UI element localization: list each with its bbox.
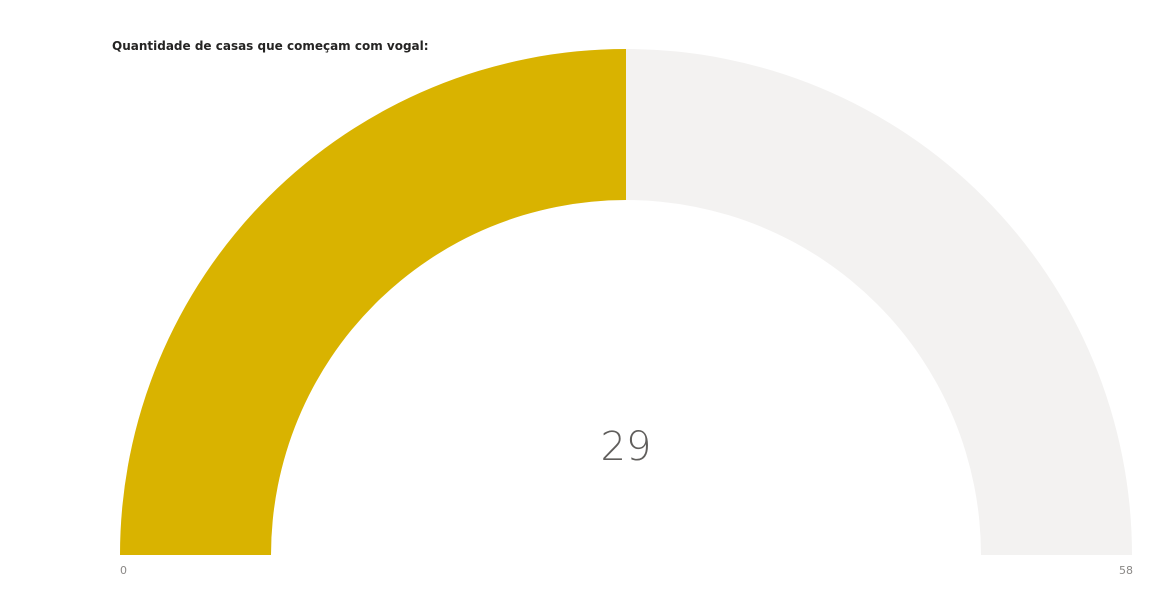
gauge-value-label: 29 <box>601 424 652 470</box>
gauge-max-label: 58 <box>1119 564 1133 577</box>
gauge-title: Quantidade de casas que começam com voga… <box>112 39 429 53</box>
gauge-fill-arc[interactable] <box>120 49 626 555</box>
gauge-min-label: 0 <box>120 564 127 577</box>
